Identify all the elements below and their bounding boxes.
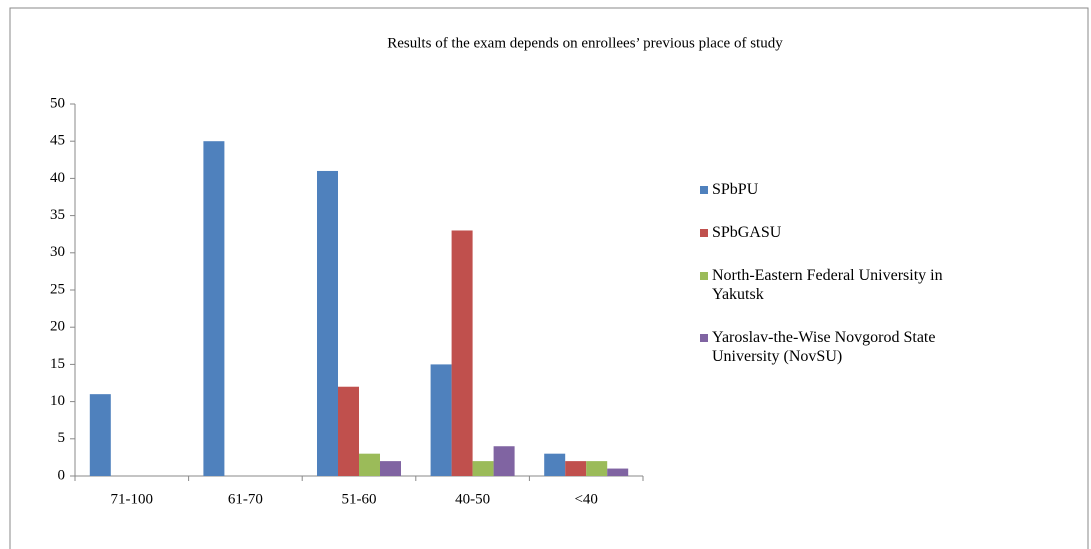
- bar: [451, 230, 473, 476]
- bar: [338, 386, 359, 476]
- x-tick-label: 61-70: [228, 491, 263, 507]
- y-tick-label: 35: [50, 207, 65, 223]
- y-tick-label: 50: [50, 95, 65, 111]
- bar: [359, 453, 380, 476]
- x-tick-label: 71-100: [111, 491, 154, 507]
- y-tick-label: 5: [58, 430, 66, 446]
- legend: SPbPU SPbGASU North-Eastern Federal Univer…: [700, 180, 980, 390]
- y-tick-label: 30: [50, 244, 65, 260]
- legend-item: North-Eastern Federal University in Yaku…: [700, 266, 980, 304]
- bar: [430, 364, 452, 476]
- legend-item: SPbGASU: [700, 223, 980, 242]
- legend-swatch: [700, 334, 708, 342]
- bar: [472, 461, 494, 476]
- bar: [89, 394, 111, 476]
- x-tick-label: <40: [574, 491, 597, 507]
- legend-swatch: [700, 272, 708, 280]
- bar: [565, 461, 587, 476]
- y-tick-label: 20: [50, 319, 65, 335]
- bar: [586, 461, 608, 476]
- legend-label: Yaroslav-the-Wise Novgorod State Univers…: [712, 329, 936, 365]
- legend-label: North-Eastern Federal University in Yaku…: [712, 267, 943, 303]
- bar: [203, 141, 225, 476]
- legend-item: SPbPU: [700, 180, 980, 199]
- bar: [380, 461, 401, 476]
- bar: [544, 453, 566, 476]
- y-tick-label: 25: [50, 281, 65, 297]
- y-tick-label: 10: [50, 393, 65, 409]
- legend-swatch: [700, 229, 708, 237]
- y-tick-label: 40: [50, 170, 65, 186]
- chart-title: Results of the exam depends on enrollees…: [387, 35, 783, 51]
- y-tick-label: 45: [50, 133, 65, 149]
- bar: [493, 446, 515, 476]
- y-tick-label: 0: [58, 467, 66, 483]
- legend-label: SPbGASU: [712, 224, 782, 241]
- y-tick-label: 15: [50, 356, 65, 372]
- x-tick-label: 51-60: [342, 491, 377, 507]
- legend-label: SPbPU: [712, 181, 759, 198]
- chart-frame: [9, 7, 1089, 549]
- legend-swatch: [700, 186, 708, 194]
- bar: [607, 468, 629, 476]
- bar: [317, 170, 338, 476]
- legend-item: Yaroslav-the-Wise Novgorod State Univers…: [700, 328, 980, 366]
- x-tick-label: 40-50: [455, 491, 490, 507]
